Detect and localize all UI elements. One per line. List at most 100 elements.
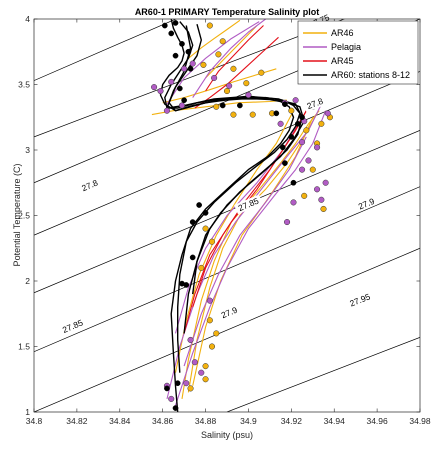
data-point: [202, 363, 209, 370]
data-point: [206, 22, 213, 29]
data-point: [277, 120, 284, 127]
data-point: [301, 192, 308, 199]
data-point: [187, 385, 194, 392]
data-point: [237, 102, 243, 109]
profile-line: [192, 19, 266, 98]
x-tick-label: 34.98: [409, 416, 431, 426]
legend-label: AR45: [331, 56, 354, 66]
data-point: [198, 264, 205, 271]
data-point: [185, 48, 192, 55]
data-point: [305, 157, 312, 164]
data-point: [198, 369, 205, 376]
data-point: [164, 385, 170, 392]
data-point: [181, 97, 187, 104]
data-point: [314, 186, 321, 193]
data-point: [183, 380, 190, 387]
x-axis-label: Salinity (psu): [201, 430, 253, 440]
data-point: [213, 103, 220, 110]
data-point: [243, 80, 250, 87]
data-point: [157, 88, 164, 95]
y-tick-label: 2: [25, 276, 30, 286]
isopycnal-label-mask: [354, 194, 379, 213]
data-point: [279, 144, 286, 151]
data-point: [290, 179, 297, 186]
isopycnal-label-mask: [77, 176, 102, 195]
x-tick-label: 34.88: [195, 416, 217, 426]
data-point: [168, 395, 175, 402]
data-point: [189, 219, 196, 225]
data-point: [299, 166, 306, 173]
data-point: [176, 85, 183, 92]
data-point: [189, 254, 196, 261]
data-point: [294, 120, 301, 127]
data-point: [174, 380, 181, 387]
x-tick-label: 34.96: [366, 416, 388, 426]
data-point: [215, 51, 222, 58]
data-point: [320, 205, 327, 212]
data-point: [187, 336, 194, 344]
series-pelagia: [166, 19, 327, 406]
data-point: [324, 110, 331, 117]
data-point: [223, 88, 231, 95]
data-point: [226, 82, 233, 89]
data-point: [288, 107, 295, 114]
data-point: [172, 52, 179, 59]
legend-box: [297, 20, 419, 85]
y-tick-label: 4: [25, 14, 30, 24]
data-point: [178, 102, 186, 109]
data-point: [161, 22, 168, 29]
data-point: [179, 41, 185, 47]
data-point: [283, 219, 291, 226]
data-point: [208, 343, 216, 350]
data-point: [249, 111, 256, 118]
legend: AR46 Pelagia AR45 AR60: stations 8-12: [297, 20, 419, 85]
profile-line: [187, 113, 318, 393]
isopycnal-line: [34, 71, 420, 236]
data-point: [200, 61, 207, 68]
data-point: [219, 38, 226, 45]
data-point: [191, 359, 198, 366]
data-point: [163, 107, 171, 114]
data-point: [168, 30, 175, 37]
data-point: [189, 60, 196, 67]
data-point: [290, 199, 297, 206]
y-tick-label: 2.5: [18, 211, 30, 221]
legend-label: AR46: [331, 28, 354, 38]
data-point: [206, 317, 213, 324]
x-tick-label: 34.8: [26, 416, 43, 426]
data-point: [273, 110, 280, 117]
isopycnal-label-mask: [58, 316, 87, 337]
isopycnal-line: [34, 19, 346, 138]
data-point: [208, 238, 216, 245]
legend-label: Pelagia: [331, 42, 361, 52]
data-point: [219, 102, 226, 109]
data-point: [187, 65, 194, 72]
data-point: [288, 134, 295, 140]
markers-ar60-stations-8-12: [161, 20, 305, 411]
data-point: [292, 97, 299, 104]
data-point: [202, 210, 209, 216]
data-point: [282, 101, 288, 108]
data-point: [318, 120, 325, 127]
y-tick-label: 1.5: [18, 342, 30, 352]
data-point: [314, 144, 321, 151]
profile-line: [205, 25, 258, 79]
y-tick-label: 3.5: [18, 80, 30, 90]
data-point: [172, 20, 179, 26]
data-point: [213, 330, 220, 337]
x-tick-label: 34.84: [109, 416, 131, 426]
isopycnal-line: [34, 247, 420, 412]
data-point: [245, 91, 252, 99]
data-point: [202, 376, 209, 383]
data-point: [258, 69, 265, 76]
profile-line: [166, 25, 305, 295]
data-point: [151, 84, 158, 91]
data-point: [181, 65, 188, 72]
data-point: [230, 65, 237, 72]
x-tick-label: 34.92: [281, 416, 303, 426]
x-tick-label: 34.86: [152, 416, 174, 426]
profile-line: [188, 19, 241, 59]
data-point: [303, 127, 310, 134]
series-markers: [151, 20, 333, 411]
